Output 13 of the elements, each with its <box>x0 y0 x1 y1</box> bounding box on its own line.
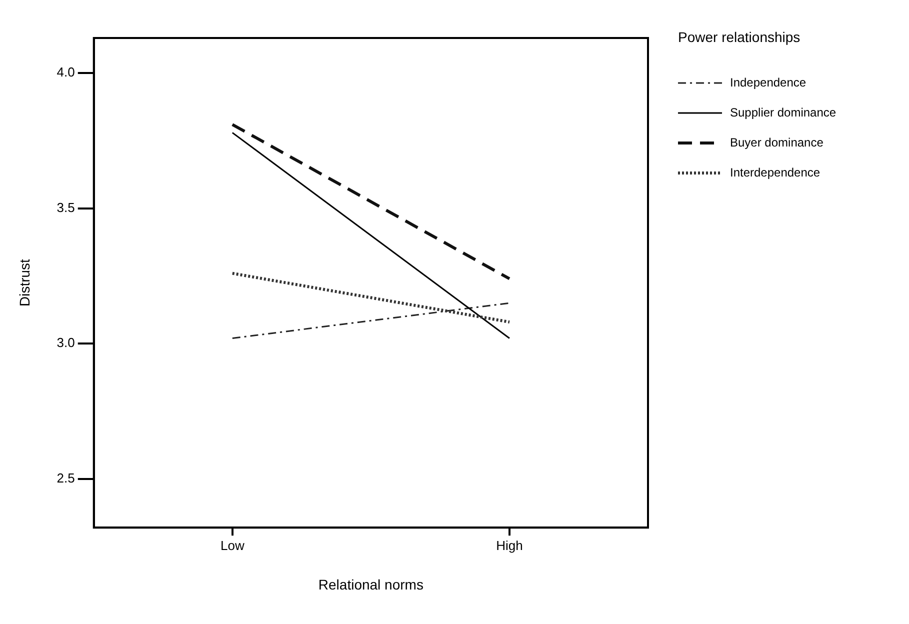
x-tick-label: High <box>496 538 523 553</box>
x-tick-label: Low <box>220 538 245 553</box>
y-tick-label: 3.5 <box>56 200 75 215</box>
legend-label: Independence <box>730 75 806 90</box>
y-axis-title: Distrust <box>16 258 32 307</box>
x-axis-title: Relational norms <box>318 576 424 592</box>
y-tick-label: 4.0 <box>56 64 75 80</box>
legend-title: Power relationships <box>678 28 800 45</box>
y-tick-label: 3.0 <box>56 335 75 350</box>
legend-label: Interdependence <box>730 165 820 180</box>
legend-label: Buyer dominance <box>730 135 824 150</box>
legend-label: Supplier dominance <box>730 105 836 120</box>
y-tick-label: 2.5 <box>56 470 75 486</box>
